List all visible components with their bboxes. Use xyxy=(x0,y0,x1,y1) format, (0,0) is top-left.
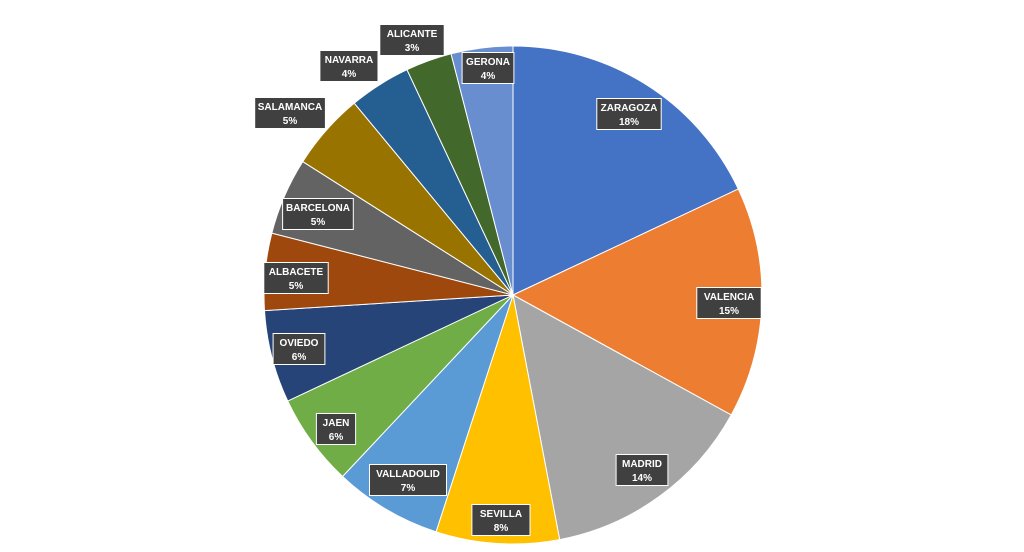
data-label-category: VALLADOLID xyxy=(376,469,440,480)
data-label-box xyxy=(615,454,669,486)
data-label-box xyxy=(254,97,326,129)
pie-slice-valencia xyxy=(511,188,763,416)
data-label-value: 5% xyxy=(283,116,298,127)
data-label-box xyxy=(263,262,329,294)
data-label-category: VALENCIA xyxy=(704,292,754,303)
data-label-value: 8% xyxy=(494,523,509,534)
data-label-value: 14% xyxy=(632,473,652,484)
data-label-box xyxy=(596,98,662,130)
data-label-category: GERONA xyxy=(466,57,510,68)
data-label-category: ZARAGOZA xyxy=(601,103,658,114)
data-label-valladolid: VALLADOLID 7% xyxy=(369,464,447,496)
data-label-value: 7% xyxy=(401,483,416,494)
data-label-category: OVIEDO xyxy=(280,338,319,349)
pie-slice-gerona xyxy=(450,45,514,296)
data-label-box xyxy=(315,413,357,445)
data-label-box xyxy=(696,287,762,319)
data-label-value: 15% xyxy=(719,306,739,317)
data-label-box xyxy=(319,50,379,82)
data-label-oviedo: OVIEDO 6% xyxy=(272,333,326,365)
data-label-navarra: NAVARRA 4% xyxy=(319,50,379,82)
data-label-value: 3% xyxy=(405,43,420,54)
data-label-value: 4% xyxy=(481,71,496,82)
data-label-category: BARCELONA xyxy=(286,203,350,214)
data-label-madrid: MADRID 14% xyxy=(615,454,669,486)
data-label-sevilla: SEVILLA 8% xyxy=(471,504,531,536)
data-label-category: SALAMANCA xyxy=(258,102,322,113)
data-label-value: 6% xyxy=(329,432,344,443)
data-label-value: 4% xyxy=(342,69,357,80)
pie-slice-madrid xyxy=(512,294,732,541)
data-label-category: MADRID xyxy=(622,459,662,470)
data-label-box xyxy=(471,504,531,536)
pie-slice-sevilla xyxy=(435,294,561,545)
data-label-valencia: VALENCIA 15% xyxy=(696,287,762,319)
data-label-category: ALICANTE xyxy=(387,29,438,40)
data-label-category: JAEN xyxy=(323,418,350,429)
data-label-box xyxy=(379,24,445,56)
data-label-gerona: GERONA 4% xyxy=(461,52,515,84)
data-label-category: ALBACETE xyxy=(269,267,324,278)
data-label-jaen: JAEN 6% xyxy=(315,413,357,445)
pie-labels: ZARAGOZA 18% VALENCIA 15% MADRID 14% SEVILLA 8%… xyxy=(254,24,762,536)
data-label-value: 18% xyxy=(619,117,639,128)
data-label-box xyxy=(282,198,354,230)
data-label-value: 5% xyxy=(289,281,304,292)
pie-slice-zaragoza xyxy=(512,45,739,296)
data-label-barcelona: BARCELONA 5% xyxy=(282,198,354,230)
data-label-category: SEVILLA xyxy=(480,509,522,520)
data-label-albacete: ALBACETE 5% xyxy=(263,262,329,294)
data-label-box xyxy=(369,464,447,496)
data-label-alicante: ALICANTE 3% xyxy=(379,24,445,56)
pie-slices xyxy=(263,45,763,545)
data-label-category: NAVARRA xyxy=(325,55,374,66)
data-label-zaragoza: ZARAGOZA 18% xyxy=(596,98,662,130)
data-label-box xyxy=(461,52,515,84)
data-label-box xyxy=(272,333,326,365)
data-label-value: 6% xyxy=(292,352,307,363)
data-label-value: 5% xyxy=(311,217,326,228)
data-label-salamanca: SALAMANCA 5% xyxy=(254,97,326,129)
